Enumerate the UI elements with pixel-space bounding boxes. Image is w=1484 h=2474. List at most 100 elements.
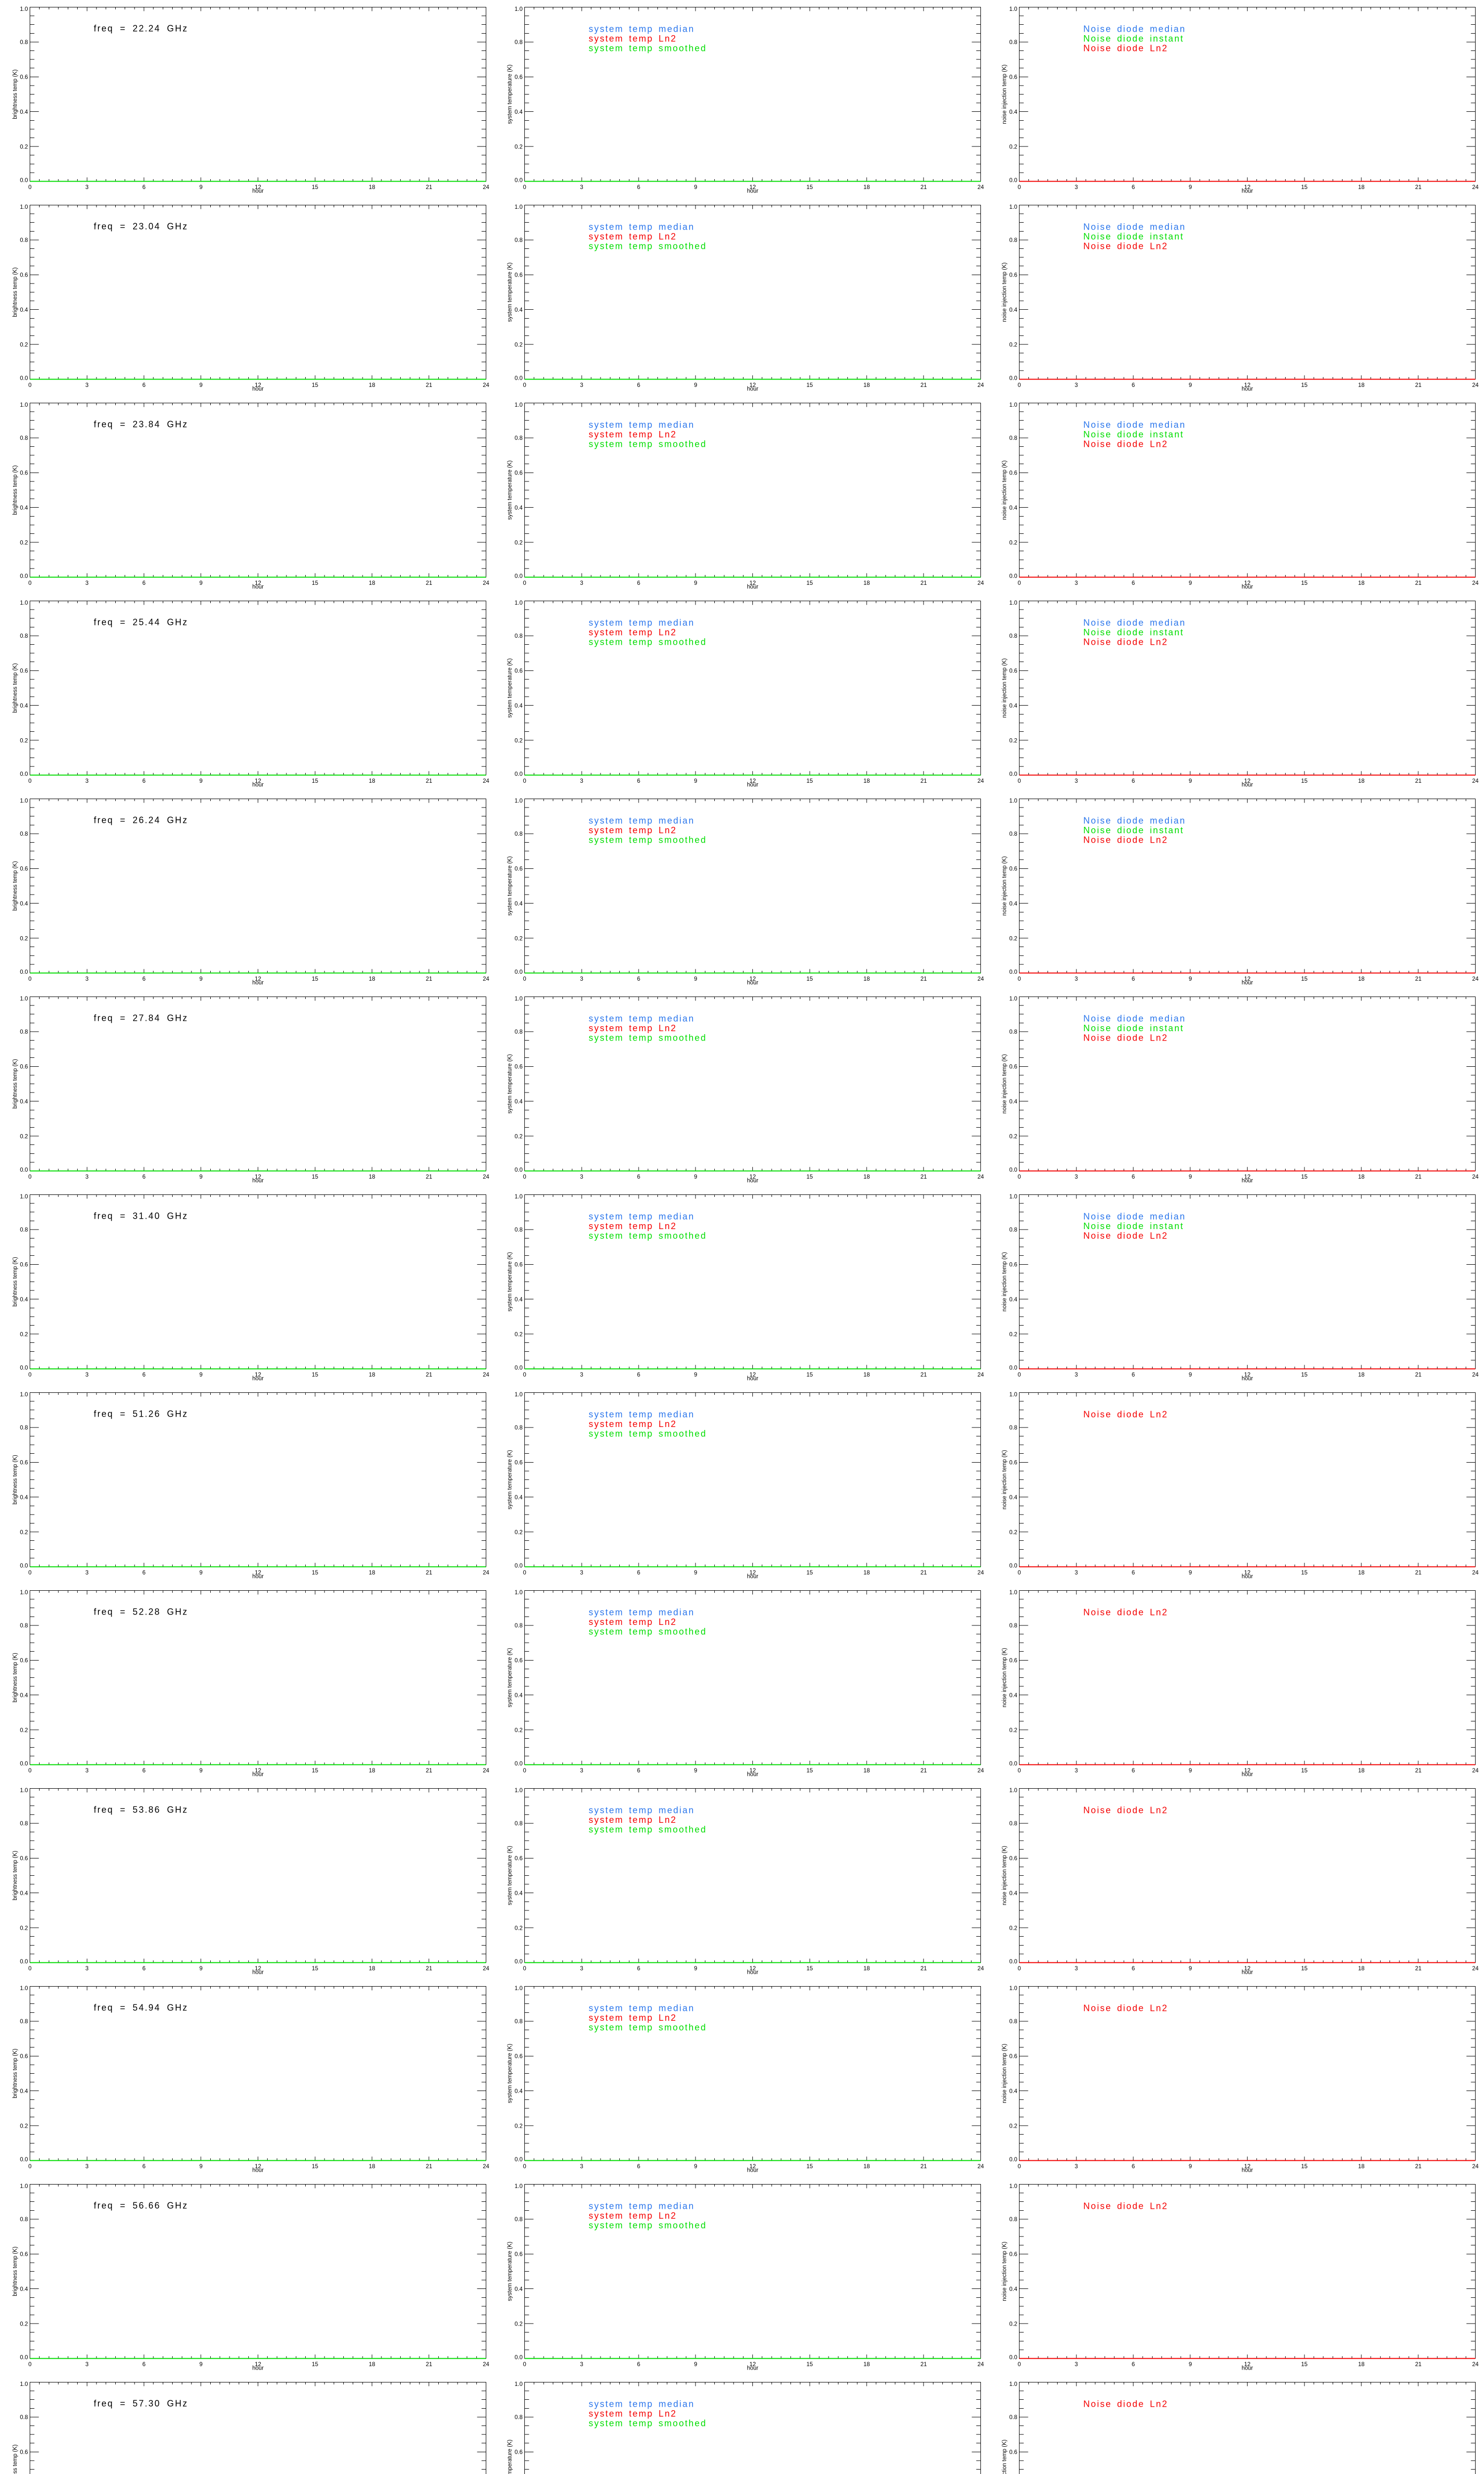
svg-text:1.0: 1.0: [1009, 1193, 1018, 1200]
svg-text:0.6: 0.6: [20, 272, 28, 279]
svg-text:Noise diode Ln2: Noise diode Ln2: [1083, 241, 1168, 251]
svg-text:0.0: 0.0: [20, 1167, 28, 1173]
svg-text:3: 3: [580, 580, 584, 586]
svg-text:21: 21: [921, 1965, 927, 1972]
svg-text:0.4: 0.4: [514, 109, 523, 115]
svg-text:15: 15: [1301, 2361, 1308, 2368]
svg-text:hour: hour: [747, 2167, 758, 2173]
svg-text:0.6: 0.6: [514, 2449, 522, 2456]
svg-text:0.6: 0.6: [20, 470, 28, 476]
svg-text:15: 15: [312, 184, 319, 190]
svg-text:0.4: 0.4: [514, 2088, 523, 2094]
svg-text:system temp smoothed: system temp smoothed: [589, 835, 707, 845]
svg-text:15: 15: [312, 1965, 319, 1972]
svg-text:24: 24: [483, 1570, 490, 1576]
svg-text:12: 12: [1244, 1174, 1251, 1180]
svg-text:0.0: 0.0: [1009, 1365, 1018, 1371]
svg-text:12: 12: [1244, 2163, 1251, 2170]
svg-text:0.0: 0.0: [1009, 375, 1018, 381]
svg-text:0.6: 0.6: [514, 272, 522, 279]
svg-text:0.2: 0.2: [514, 1331, 522, 1337]
svg-text:hour: hour: [252, 584, 264, 590]
svg-text:15: 15: [1301, 1174, 1308, 1180]
svg-text:0.4: 0.4: [1009, 505, 1018, 511]
svg-text:noise injection temp (K): noise injection temp (K): [1002, 1648, 1008, 1707]
svg-text:0.2: 0.2: [1009, 2123, 1017, 2129]
svg-text:0.2: 0.2: [1009, 737, 1017, 744]
svg-text:system temp smoothed: system temp smoothed: [589, 2221, 707, 2231]
svg-text:1.0: 1.0: [20, 996, 28, 1002]
svg-text:3: 3: [1075, 580, 1078, 586]
svg-text:0: 0: [1018, 184, 1021, 190]
svg-text:0.4: 0.4: [514, 1296, 523, 1303]
svg-text:1.0: 1.0: [20, 1589, 28, 1596]
svg-text:brightness temp (K): brightness temp (K): [12, 2246, 18, 2296]
svg-text:0.6: 0.6: [514, 74, 522, 81]
svg-text:freq = 23.84 GHz: freq = 23.84 GHz: [94, 420, 188, 429]
svg-text:6: 6: [637, 580, 641, 586]
svg-text:noise injection temp (K): noise injection temp (K): [1002, 2439, 1008, 2474]
svg-text:12: 12: [255, 976, 261, 982]
svg-text:0.2: 0.2: [1009, 935, 1017, 942]
svg-text:0.0: 0.0: [20, 771, 28, 777]
svg-text:6: 6: [142, 1965, 146, 1972]
svg-text:18: 18: [1358, 1174, 1364, 1180]
svg-text:24: 24: [977, 382, 984, 388]
svg-text:6: 6: [1132, 184, 1135, 190]
svg-text:21: 21: [426, 184, 432, 190]
svg-text:18: 18: [1358, 1570, 1364, 1576]
svg-text:1.0: 1.0: [514, 1193, 523, 1200]
svg-text:hour: hour: [1242, 1771, 1253, 1777]
svg-text:6: 6: [142, 382, 146, 388]
svg-text:system temp Ln2: system temp Ln2: [589, 34, 677, 44]
svg-text:6: 6: [1132, 382, 1135, 388]
svg-text:12: 12: [255, 382, 261, 388]
svg-text:Noise diode instant: Noise diode instant: [1083, 34, 1184, 44]
svg-text:0: 0: [523, 2361, 526, 2368]
svg-text:0.0: 0.0: [20, 375, 28, 381]
svg-text:18: 18: [863, 382, 870, 388]
svg-text:9: 9: [694, 1965, 697, 1972]
svg-text:0.8: 0.8: [20, 1029, 28, 1035]
svg-text:0.2: 0.2: [514, 1925, 522, 1931]
svg-text:6: 6: [142, 2163, 146, 2170]
svg-text:0.2: 0.2: [20, 935, 28, 942]
svg-text:0.2: 0.2: [1009, 341, 1017, 348]
svg-text:0.0: 0.0: [20, 1760, 28, 1767]
svg-text:0.2: 0.2: [1009, 143, 1017, 150]
svg-text:hour: hour: [1242, 2365, 1253, 2371]
svg-text:Noise diode Ln2: Noise diode Ln2: [1083, 1608, 1168, 1618]
svg-text:0.4: 0.4: [20, 2088, 28, 2094]
svg-text:21: 21: [1415, 580, 1422, 586]
svg-text:0: 0: [523, 184, 526, 190]
svg-text:24: 24: [977, 1965, 984, 1972]
svg-text:12: 12: [749, 184, 756, 190]
svg-text:12: 12: [749, 1174, 756, 1180]
svg-text:12: 12: [1244, 1570, 1251, 1576]
svg-text:18: 18: [369, 778, 375, 784]
svg-text:6: 6: [142, 1767, 146, 1774]
svg-text:24: 24: [483, 580, 490, 586]
svg-text:24: 24: [977, 2163, 984, 2170]
svg-text:hour: hour: [1242, 2167, 1253, 2173]
svg-text:brightness temp (K): brightness temp (K): [12, 2048, 18, 2098]
svg-text:system temp smoothed: system temp smoothed: [589, 2023, 707, 2033]
svg-text:Noise diode instant: Noise diode instant: [1083, 232, 1184, 241]
svg-text:0.8: 0.8: [514, 39, 522, 46]
svg-text:0.8: 0.8: [20, 39, 28, 46]
svg-text:brightness temp (K): brightness temp (K): [12, 69, 18, 119]
svg-text:0.2: 0.2: [20, 1331, 28, 1337]
svg-text:0: 0: [1018, 976, 1021, 982]
svg-text:0.6: 0.6: [20, 2251, 28, 2258]
svg-text:6: 6: [637, 2163, 641, 2170]
svg-text:15: 15: [1301, 1767, 1308, 1774]
svg-text:1.0: 1.0: [1009, 402, 1018, 408]
svg-text:system temp Ln2: system temp Ln2: [589, 1815, 677, 1825]
svg-text:0.8: 0.8: [20, 1425, 28, 1431]
svg-text:1.0: 1.0: [20, 1787, 28, 1794]
svg-text:Noise diode Ln2: Noise diode Ln2: [1083, 1806, 1168, 1815]
svg-text:0.2: 0.2: [514, 1133, 522, 1140]
svg-text:Noise diode Ln2: Noise diode Ln2: [1083, 637, 1168, 647]
svg-text:1.0: 1.0: [514, 600, 523, 606]
svg-text:21: 21: [426, 382, 432, 388]
